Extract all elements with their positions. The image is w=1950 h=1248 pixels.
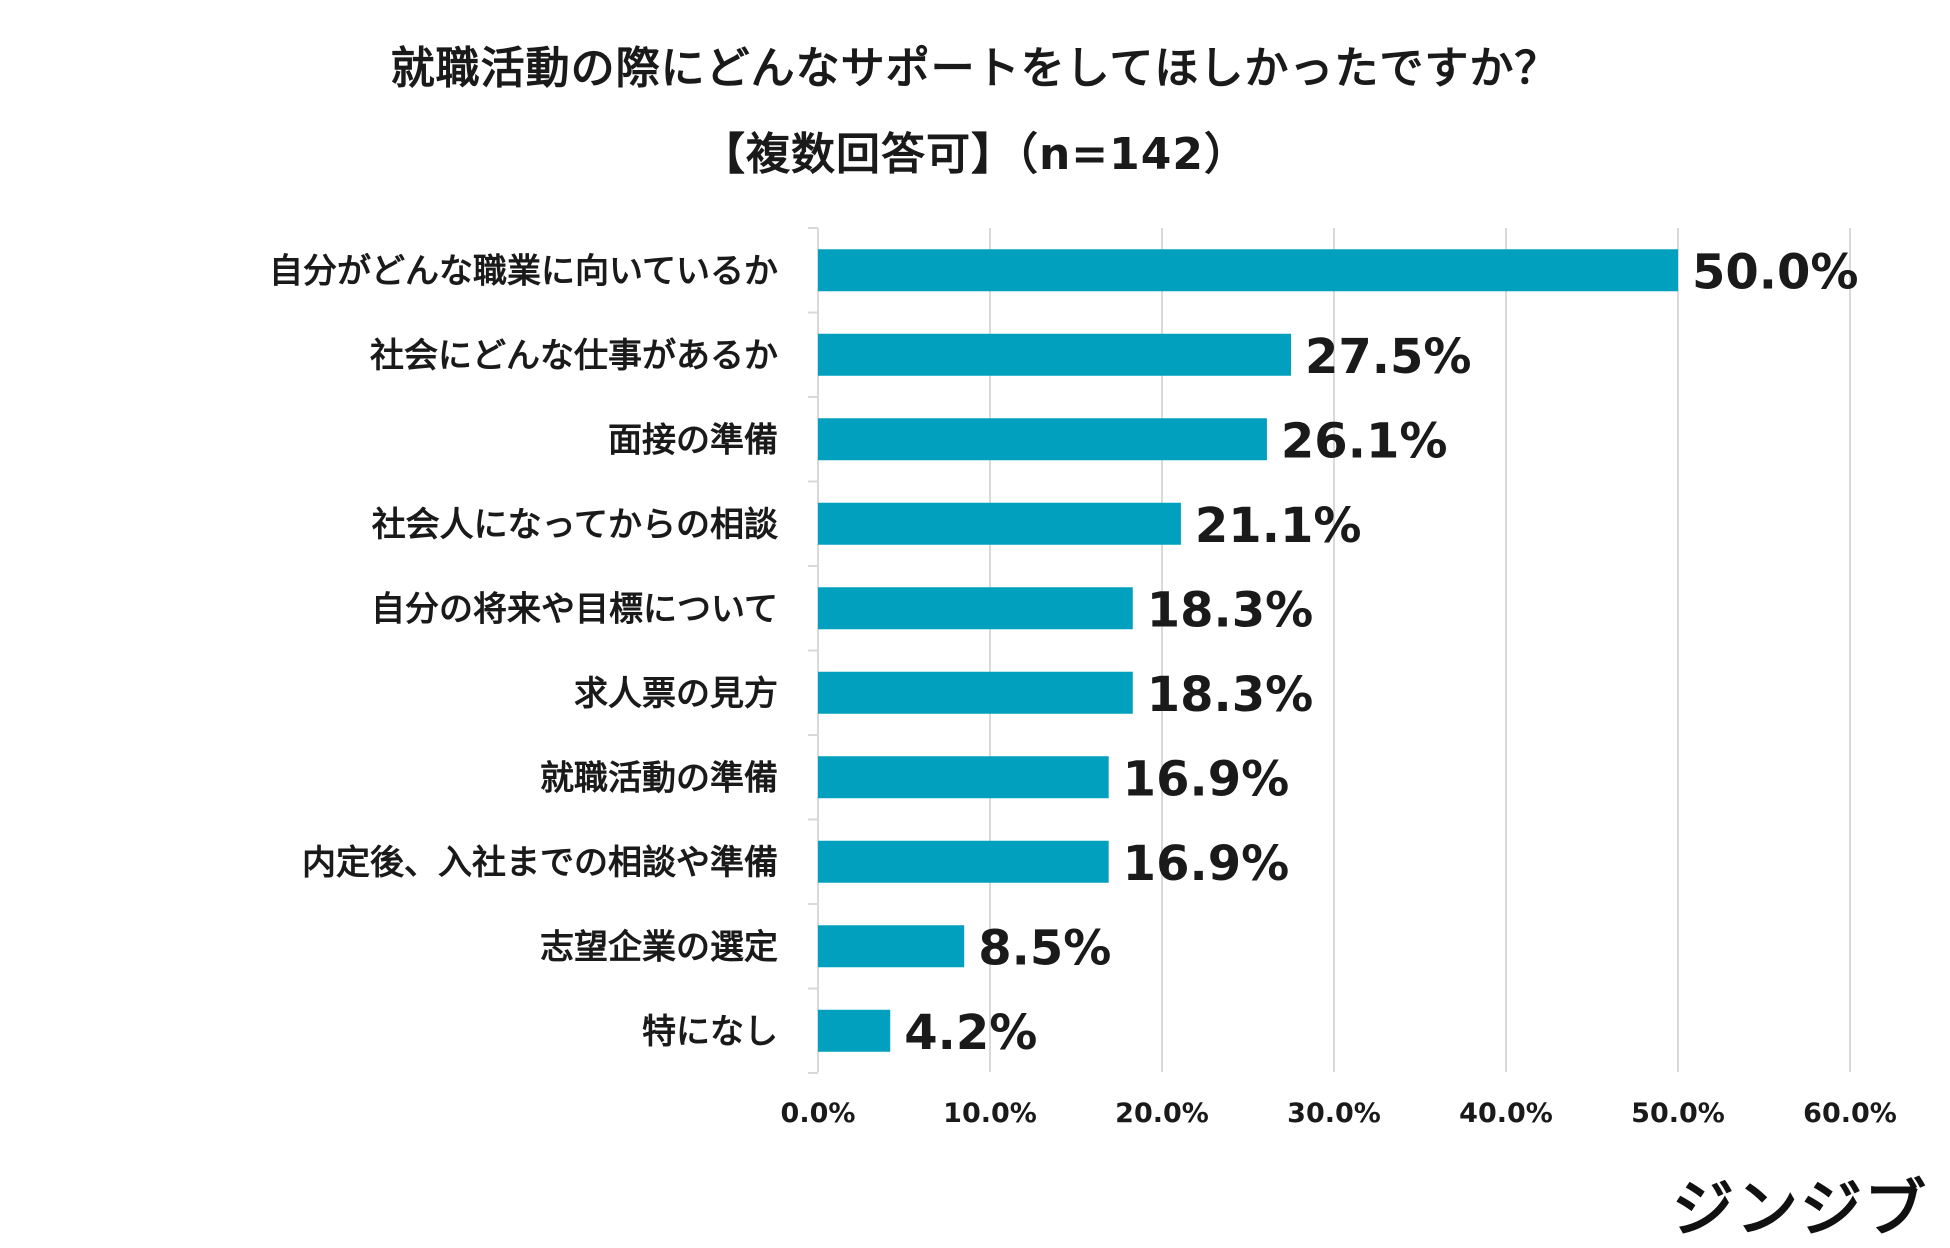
category-label: 面接の準備 [608,420,778,460]
bar [818,249,1678,292]
x-tick-label: 30.0% [1287,1098,1381,1129]
data-label: 16.9% [1123,751,1290,807]
bar [818,756,1109,799]
category-label: 社会人になってからの相談 [372,505,779,545]
bar [818,925,965,968]
x-tick-label: 50.0% [1631,1098,1725,1129]
x-tick-label: 10.0% [943,1098,1037,1129]
chart-subtitle: 【複数回答可】（n=142） [700,129,1250,180]
bar [818,587,1133,630]
x-tick-label: 60.0% [1803,1098,1897,1129]
category-label: 自分がどんな職業に向いているか [269,251,778,291]
category-label: 就職活動の準備 [540,758,778,798]
category-label: 特になし [642,1012,778,1052]
data-label: 18.3% [1147,582,1314,638]
category-label: 自分の将来や目標について [371,589,778,629]
x-tick-label: 0.0% [781,1098,856,1129]
data-label: 18.3% [1147,667,1314,723]
chart-title: 就職活動の際にどんなサポートをしてほしかったですか？ [390,43,1560,94]
category-label: 志望企業の選定 [540,927,778,967]
x-tick-label: 20.0% [1115,1098,1209,1129]
data-label: 50.0% [1692,244,1859,300]
bar [818,1009,891,1052]
data-label: 27.5% [1305,329,1472,385]
bar [818,418,1267,461]
x-tick-label: 40.0% [1459,1098,1553,1129]
bar [818,502,1181,545]
bar [818,840,1109,883]
category-label: 求人票の見方 [574,674,778,714]
bar [818,671,1133,714]
data-label: 26.1% [1281,413,1448,469]
brand-logo: ジンジブ [1671,1172,1928,1245]
data-label: 21.1% [1195,498,1362,554]
bar [818,333,1291,376]
data-label: 16.9% [1123,836,1290,892]
data-label: 8.5% [978,920,1111,976]
category-label: 内定後、入社までの相談や準備 [302,843,778,883]
category-label: 社会にどんな仕事があるか [370,336,778,376]
data-label: 4.2% [904,1005,1037,1061]
